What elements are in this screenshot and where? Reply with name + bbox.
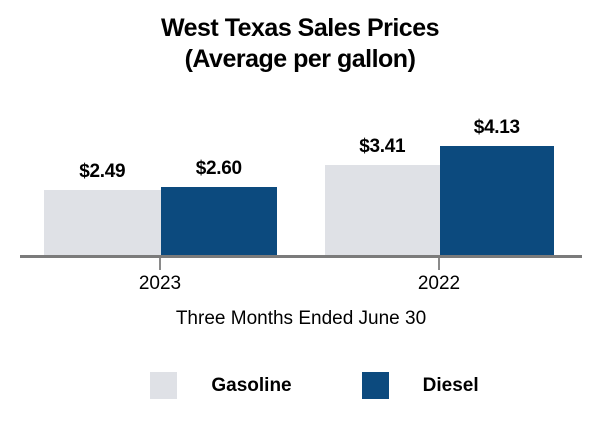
bars-region: $2.49 $2.60 $3.41 $4.13: [20, 97, 582, 255]
x-axis-title: Three Months Ended June 30: [175, 308, 427, 329]
legend-label-diesel: Diesel: [422, 374, 479, 396]
diesel-bar-2022: [439, 146, 554, 255]
gasoline-bar-2023: [44, 190, 161, 255]
legend-label-gasoline: Gasoline: [211, 374, 292, 396]
bar-value-label: $2.60: [195, 158, 242, 179]
bar-cell-diesel-2022: $4.13: [439, 97, 554, 255]
gasoline-bar-2022: [325, 165, 440, 255]
chart-title-block: West Texas Sales Prices (Average per gal…: [0, 13, 600, 75]
bar-group-2022: $3.41 $4.13: [325, 97, 554, 255]
chart-subtitle: (Average per gallon): [184, 45, 416, 73]
bar-value-label: $4.13: [473, 117, 520, 138]
plot-area: $2.49 $2.60 $3.41 $4.13: [20, 97, 582, 297]
bar-group-2023: $2.49 $2.60: [44, 97, 277, 255]
bar-value-label: $2.49: [79, 161, 126, 182]
x-axis-tick-2022: [438, 258, 440, 270]
x-axis-tick-2023: [159, 258, 161, 270]
bar-value-label: $3.41: [359, 136, 406, 157]
chart-title: West Texas Sales Prices: [160, 14, 440, 42]
diesel-bar-2023: [160, 187, 277, 255]
legend-item-diesel: Diesel: [361, 372, 479, 399]
legend-swatch-gasoline: [150, 372, 178, 399]
legend-swatch-diesel: [361, 372, 389, 399]
legend: Gasoline Diesel: [0, 372, 600, 399]
x-axis-category-2022: 2022: [417, 273, 461, 294]
bar-cell-gasoline-2023: $2.49: [44, 97, 161, 255]
bar-cell-diesel-2023: $2.60: [160, 97, 277, 255]
legend-item-gasoline: Gasoline: [150, 372, 292, 399]
x-axis-category-2023: 2023: [138, 273, 182, 294]
x-axis-line: [20, 255, 582, 258]
bar-cell-gasoline-2022: $3.41: [325, 97, 440, 255]
